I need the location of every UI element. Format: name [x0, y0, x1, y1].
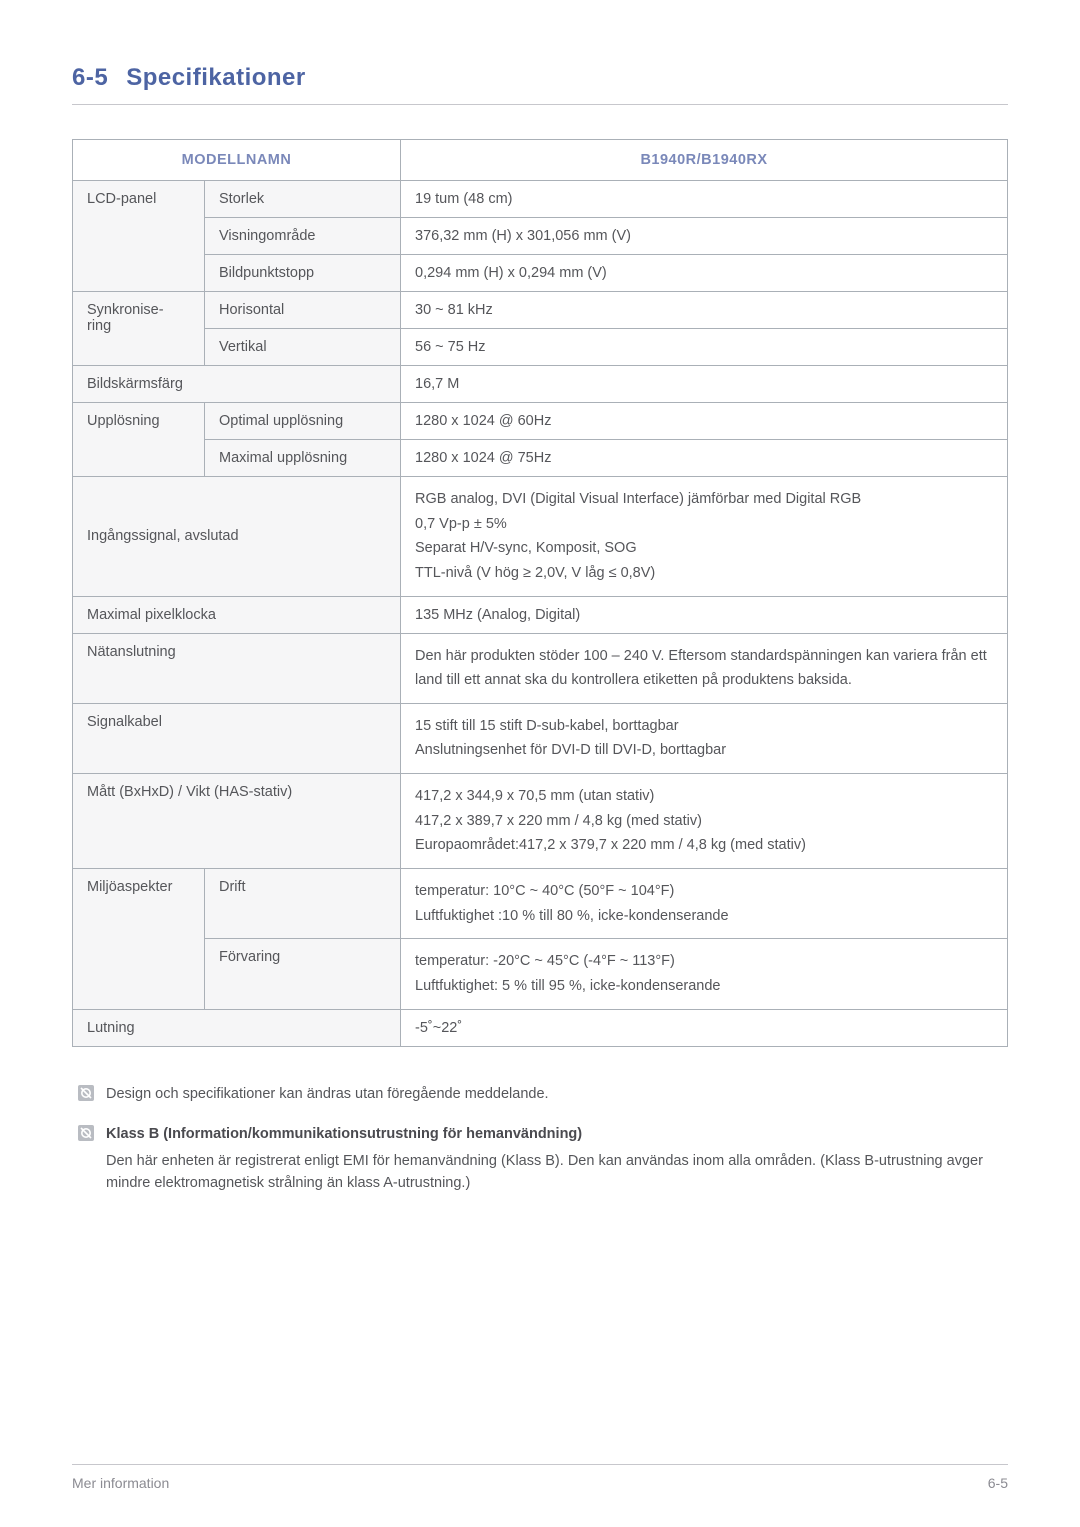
tilt-val: -5˚~22˚	[401, 1009, 1008, 1046]
cat-dimensions: Mått (BxHxD) / Vikt (HAS-stativ)	[73, 774, 401, 869]
cat-lcd-panel: LCD-panel	[73, 181, 205, 292]
note-text: Design och specifikationer kan ändras ut…	[106, 1083, 549, 1105]
notes-section: Design och specifikationer kan ändras ut…	[72, 1083, 1008, 1195]
heading-title: Specifikationer	[126, 64, 306, 92]
note-item: Design och specifikationer kan ändras ut…	[78, 1083, 1008, 1105]
cat-power: Nätanslutning	[73, 633, 401, 703]
lcd-pixelpitch-val: 0,294 mm (H) x 0,294 mm (V)	[401, 255, 1008, 292]
lcd-viewarea-key: Visningområde	[205, 218, 401, 255]
note-title: Klass B (Information/kommunikationsutrus…	[106, 1123, 1008, 1145]
note-icon	[78, 1085, 94, 1101]
input-val: RGB analog, DVI (Digital Visual Interfac…	[401, 477, 1008, 597]
signalcable-val: 15 stift till 15 stift D-sub-kabel, bort…	[401, 703, 1008, 773]
cat-pixelclock: Maximal pixelklocka	[73, 596, 401, 633]
cat-signalcable: Signalkabel	[73, 703, 401, 773]
sync-v-val: 56 ~ 75 Hz	[401, 329, 1008, 366]
colors-val: 16,7 M	[401, 366, 1008, 403]
lcd-pixelpitch-key: Bildpunktstopp	[205, 255, 401, 292]
footer-right: 6-5	[988, 1475, 1008, 1491]
pixelclock-val: 135 MHz (Analog, Digital)	[401, 596, 1008, 633]
cat-input: Ingångssignal, avslutad	[73, 477, 401, 597]
cat-colors: Bildskärmsfärg	[73, 366, 401, 403]
specifications-table: MODELLNAMN B1940R/B1940RX LCD-panel Stor…	[72, 139, 1008, 1047]
res-max-key: Maximal upplösning	[205, 440, 401, 477]
power-val: Den här produkten stöder 100 – 240 V. Ef…	[401, 633, 1008, 703]
lcd-size-key: Storlek	[205, 181, 401, 218]
res-opt-key: Optimal upplösning	[205, 403, 401, 440]
section-heading: 6-5 Specifikationer	[72, 64, 1008, 105]
sync-h-key: Horisontal	[205, 292, 401, 329]
env-op-val: temperatur: 10°C ~ 40°C (50°F ~ 104°F) L…	[401, 869, 1008, 939]
env-storage-val: temperatur: -20°C ~ 45°C (-4°F ~ 113°F) …	[401, 939, 1008, 1009]
heading-number: 6-5	[72, 64, 108, 92]
cat-resolution: Upplösning	[73, 403, 205, 477]
footer-left: Mer information	[72, 1475, 169, 1491]
page-footer: Mer information 6-5	[72, 1464, 1008, 1491]
res-opt-val: 1280 x 1024 @ 60Hz	[401, 403, 1008, 440]
sync-h-val: 30 ~ 81 kHz	[401, 292, 1008, 329]
lcd-viewarea-val: 376,32 mm (H) x 301,056 mm (V)	[401, 218, 1008, 255]
cat-sync: Synkronise- ring	[73, 292, 205, 366]
env-op-key: Drift	[205, 869, 401, 939]
note-text: Den här enheten är registrerat enligt EM…	[106, 1150, 1008, 1195]
table-header-model-label: MODELLNAMN	[73, 140, 401, 181]
cat-tilt: Lutning	[73, 1009, 401, 1046]
lcd-size-val: 19 tum (48 cm)	[401, 181, 1008, 218]
table-header-model-value: B1940R/B1940RX	[401, 140, 1008, 181]
note-item: Klass B (Information/kommunikationsutrus…	[78, 1123, 1008, 1194]
note-icon	[78, 1125, 94, 1141]
cat-environment: Miljöaspekter	[73, 869, 205, 1010]
res-max-val: 1280 x 1024 @ 75Hz	[401, 440, 1008, 477]
env-storage-key: Förvaring	[205, 939, 401, 1009]
dimensions-val: 417,2 x 344,9 x 70,5 mm (utan stativ) 41…	[401, 774, 1008, 869]
sync-v-key: Vertikal	[205, 329, 401, 366]
